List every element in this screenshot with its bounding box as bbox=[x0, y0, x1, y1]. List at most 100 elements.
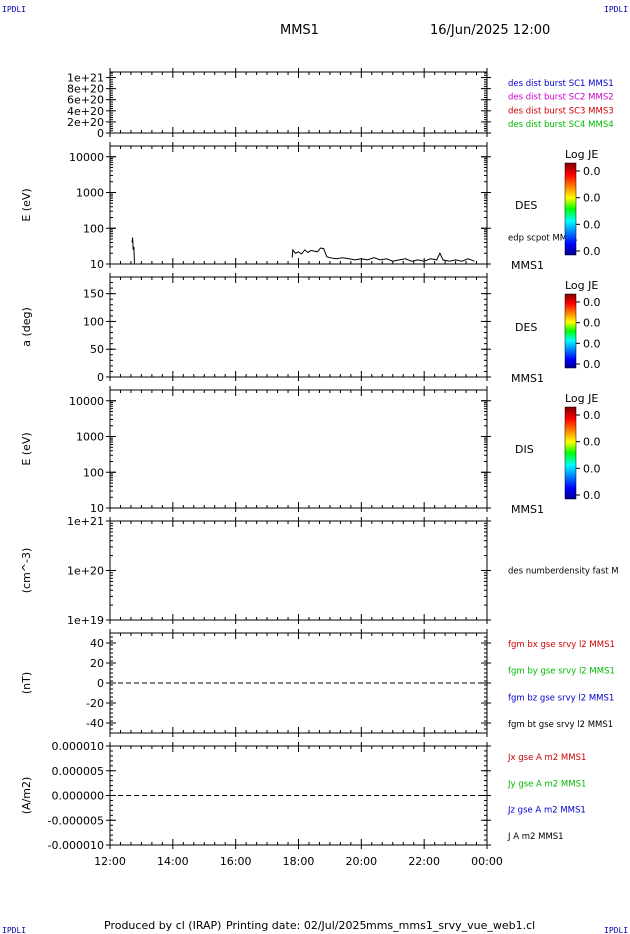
y-tick-label: -40 bbox=[86, 717, 104, 730]
corner-label-top-right: IPDLI bbox=[604, 5, 628, 14]
colorbar-tick-label: 0.0 bbox=[583, 245, 601, 258]
y-axis-label: (cm^-3) bbox=[20, 548, 33, 594]
y-axis-label: E (eV) bbox=[20, 432, 33, 465]
colorbar-tick-label: 0.0 bbox=[583, 296, 601, 309]
y-tick-label: 10 bbox=[90, 502, 104, 515]
panel-des-pitch: 150 100 50 0 a (deg) DES MMS1 Log JE 0.0 0.0 0.0 0.… bbox=[20, 273, 601, 385]
y-tick-label: 1e+19 bbox=[67, 614, 104, 627]
y-tick-label: 0 bbox=[97, 127, 104, 140]
panel-dis-energy: 10000 1000 100 10 E (eV) DIS MMS1 Log JE 0.0 0.0 0… bbox=[20, 386, 601, 516]
corner-label-bottom-right: IPDLI bbox=[604, 926, 628, 934]
y-tick-label: 1000 bbox=[76, 187, 104, 200]
y-tick-label: -0.000005 bbox=[48, 814, 104, 827]
legend-entry: J A m2 MMS1 bbox=[507, 832, 564, 842]
x-tick-label: 22:00 bbox=[408, 855, 440, 868]
spacecraft-label: MMS1 bbox=[511, 503, 544, 516]
y-tick-label: 0 bbox=[97, 371, 104, 384]
y-tick-label: 100 bbox=[83, 466, 104, 479]
colorbar bbox=[564, 406, 577, 500]
legend-entry: des numberdensity fast M bbox=[508, 567, 619, 577]
y-tick-label: 40 bbox=[90, 637, 104, 650]
legend-entry: des dist burst SC3 MMS3 bbox=[508, 106, 614, 116]
colorbar-tick-label: 0.0 bbox=[583, 409, 601, 422]
panel-current: 0.000010 0.000005 0.000000 -0.000005 -0.0000… bbox=[20, 740, 586, 852]
footer-printing-date: Printing date: 02/Jul/2025 bbox=[226, 919, 367, 932]
instrument-label: DES bbox=[515, 321, 537, 334]
legend-entry: fgm by gse srvy l2 MMS1 bbox=[508, 667, 615, 677]
panel-frame bbox=[109, 71, 488, 134]
y-tick-label: 4e+20 bbox=[67, 105, 104, 118]
panel-frame bbox=[109, 389, 488, 509]
x-tick-label: 14:00 bbox=[157, 855, 189, 868]
footer-filename: mms_mms1_srvy_vue_web1.cl bbox=[366, 919, 535, 932]
colorbar-title: Log JE bbox=[565, 392, 598, 405]
y-tick-label: 2e+20 bbox=[67, 116, 104, 129]
overlay-series-label: edp scpot MMS1 bbox=[508, 233, 578, 243]
spacecraft-label: MMS1 bbox=[511, 259, 544, 272]
corner-label-top-left: IPDLI bbox=[2, 5, 26, 14]
instrument-label: DIS bbox=[515, 443, 534, 456]
y-tick-label: 1e+21 bbox=[67, 72, 104, 85]
legend-entry: des dist burst SC1 MMS1 bbox=[508, 79, 614, 89]
colorbar-tick-label: 0.0 bbox=[583, 436, 601, 449]
colorbar-tick-label: 0.0 bbox=[583, 462, 601, 475]
colorbar-tick-label: 0.0 bbox=[583, 358, 601, 371]
colorbar-tick-label: 0.0 bbox=[583, 165, 601, 178]
y-tick-label: 100 bbox=[83, 315, 104, 328]
y-tick-label: 0.000000 bbox=[52, 790, 105, 803]
colorbar bbox=[564, 162, 577, 256]
legend-entry: Jy gse A m2 MMS1 bbox=[507, 779, 586, 789]
y-tick-label: 10000 bbox=[69, 395, 104, 408]
y-tick-label: 1e+21 bbox=[67, 515, 104, 528]
y-tick-label: -0.000010 bbox=[48, 839, 104, 852]
y-axis-label: a (deg) bbox=[20, 307, 33, 347]
colorbar-tick-label: 0.0 bbox=[583, 317, 601, 330]
y-tick-label: 0 bbox=[97, 677, 104, 690]
x-tick-label: 16:00 bbox=[220, 855, 252, 868]
y-axis-label: E (eV) bbox=[20, 188, 33, 221]
y-tick-label: 8e+20 bbox=[67, 83, 104, 96]
series-line-edp-scpot-MMS1 bbox=[131, 237, 475, 265]
legend-entry: fgm bx gse srvy l2 MMS1 bbox=[508, 640, 615, 650]
y-tick-label: 100 bbox=[83, 222, 104, 235]
y-tick-label: 1000 bbox=[76, 431, 104, 444]
y-tick-label: 10 bbox=[90, 258, 104, 271]
footer-produced-by: Produced by cl (IRAP) bbox=[104, 919, 221, 932]
x-tick-label: 00:00 bbox=[471, 855, 503, 868]
y-tick-label: 10000 bbox=[69, 151, 104, 164]
legend-entry: Jx gse A m2 MMS1 bbox=[507, 753, 586, 763]
spacecraft-title: MMS1 bbox=[280, 23, 319, 38]
spacecraft-label: MMS1 bbox=[511, 372, 544, 385]
y-tick-label: 50 bbox=[90, 343, 104, 356]
y-tick-label: 6e+20 bbox=[67, 94, 104, 107]
y-tick-label: 0.000010 bbox=[52, 740, 105, 753]
legend-entry: fgm bz gse srvy l2 MMS1 bbox=[508, 693, 614, 703]
legend-entry: Jz gse A m2 MMS1 bbox=[507, 806, 586, 816]
colorbar-title: Log JE bbox=[565, 279, 598, 292]
legend-entry: fgm bt gse srvy l2 MMS1 bbox=[508, 720, 613, 730]
y-tick-label: -20 bbox=[86, 697, 104, 710]
y-tick-label: 150 bbox=[83, 288, 104, 301]
x-tick-label: 18:00 bbox=[283, 855, 315, 868]
x-tick-label: 12:00 bbox=[94, 855, 126, 868]
plot-datetime: 16/Jun/2025 12:00 bbox=[430, 23, 550, 38]
y-tick-label: 0.000005 bbox=[52, 765, 105, 778]
instrument-label: DES bbox=[515, 199, 537, 212]
y-axis-label: (A/m2) bbox=[20, 777, 33, 815]
y-tick-label: 20 bbox=[90, 657, 104, 670]
colorbar-title: Log JE bbox=[565, 148, 598, 161]
panel-frame bbox=[109, 276, 488, 378]
colorbar-tick-label: 0.0 bbox=[583, 218, 601, 231]
y-axis-label: (nT) bbox=[20, 672, 33, 694]
legend-entry: des dist burst SC2 MMS2 bbox=[508, 93, 614, 103]
panel-fgm: 40 20 0 -20 -40 (nT) fgm bx gse srvy l2 MMS1 fg… bbox=[20, 629, 615, 737]
panel-des-energy: 10000 1000 100 10 E (eV) DES MMS1 edp scpot MMS… bbox=[20, 142, 601, 272]
colorbar-tick-label: 0.0 bbox=[583, 489, 601, 502]
panel-density: 1e+21 1e+20 1e+19 (cm^-3) des numberdensity … bbox=[20, 515, 619, 627]
colorbar-tick-label: 0.0 bbox=[583, 337, 601, 350]
colorbar bbox=[564, 293, 577, 369]
corner-label-bottom-left: IPDLI bbox=[2, 926, 26, 934]
panel-frame bbox=[109, 145, 488, 265]
